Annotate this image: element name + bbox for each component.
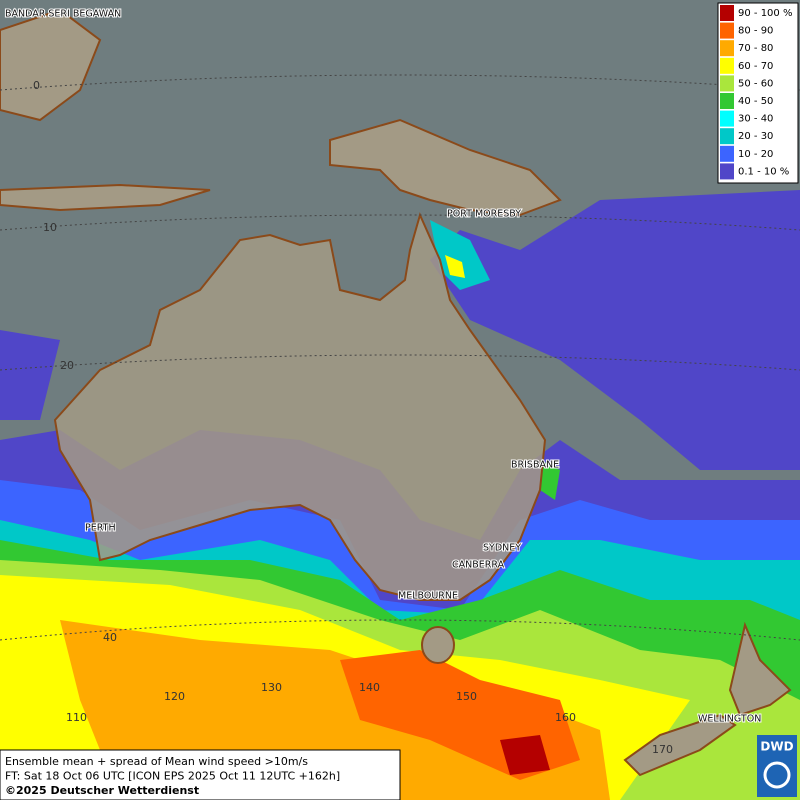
graticule-label: 150 bbox=[456, 690, 477, 703]
city-label: CANBERRA bbox=[452, 560, 505, 571]
legend-label: 80 - 90 bbox=[738, 26, 773, 37]
logo-mark bbox=[763, 761, 791, 789]
city-label: BRISBANE bbox=[511, 460, 559, 471]
graticule-label: 0 bbox=[33, 79, 40, 92]
graticule-label: 160 bbox=[555, 711, 576, 724]
legend-label: 0.1 - 10 % bbox=[738, 166, 789, 177]
graticule bbox=[0, 74, 800, 641]
caption-line: FT: Sat 18 Oct 06 UTC [ICON EPS 2025 Oct… bbox=[5, 770, 340, 783]
legend-label: 60 - 70 bbox=[738, 61, 773, 72]
graticule-label: 10 bbox=[43, 221, 57, 234]
caption-line: ©2025 Deutscher Wetterdienst bbox=[5, 784, 199, 797]
graticule-label: 120 bbox=[164, 690, 185, 703]
legend-label: 10 - 20 bbox=[738, 149, 773, 160]
legend-label: 40 - 50 bbox=[738, 96, 773, 107]
city-label: PORT MORESBY bbox=[447, 209, 521, 220]
legend-swatch bbox=[720, 75, 734, 92]
graticule-label: 170 bbox=[652, 743, 673, 756]
legend-swatch bbox=[720, 128, 734, 145]
logo: DWD bbox=[760, 740, 793, 754]
city-label: BANDAR SERI BEGAWAN bbox=[5, 9, 121, 20]
caption-box bbox=[0, 749, 401, 800]
legend-swatch bbox=[720, 57, 734, 74]
graticule-label: 40 bbox=[103, 631, 117, 644]
legend-swatch bbox=[720, 22, 734, 39]
legend-label: 90 - 100 % bbox=[738, 8, 792, 19]
legend-swatch bbox=[720, 110, 734, 127]
graticule-label: 20 bbox=[60, 359, 74, 372]
legend-swatch bbox=[720, 163, 734, 180]
city-label: SYDNEY bbox=[483, 543, 521, 554]
caption-line: Ensemble mean + spread of Mean wind spee… bbox=[5, 755, 308, 768]
graticule-label: 140 bbox=[359, 681, 380, 694]
legend-swatch bbox=[720, 40, 734, 57]
legend-swatch bbox=[720, 5, 734, 21]
legend-label: 70 - 80 bbox=[738, 43, 773, 54]
legend-swatch bbox=[720, 93, 734, 109]
field bbox=[0, 190, 800, 800]
legend-swatch bbox=[720, 145, 734, 162]
legend-label: 20 - 30 bbox=[738, 131, 773, 142]
land bbox=[0, 8, 792, 777]
city-label: PERTH bbox=[85, 523, 116, 534]
city-label: WELLINGTON bbox=[698, 714, 761, 725]
legend-label: 30 - 40 bbox=[738, 114, 773, 125]
city-label: MELBOURNE bbox=[398, 591, 458, 602]
legend-label: 50 - 60 bbox=[738, 78, 773, 89]
graticule-label: 110 bbox=[66, 711, 87, 724]
graticule-label: 130 bbox=[261, 681, 282, 694]
